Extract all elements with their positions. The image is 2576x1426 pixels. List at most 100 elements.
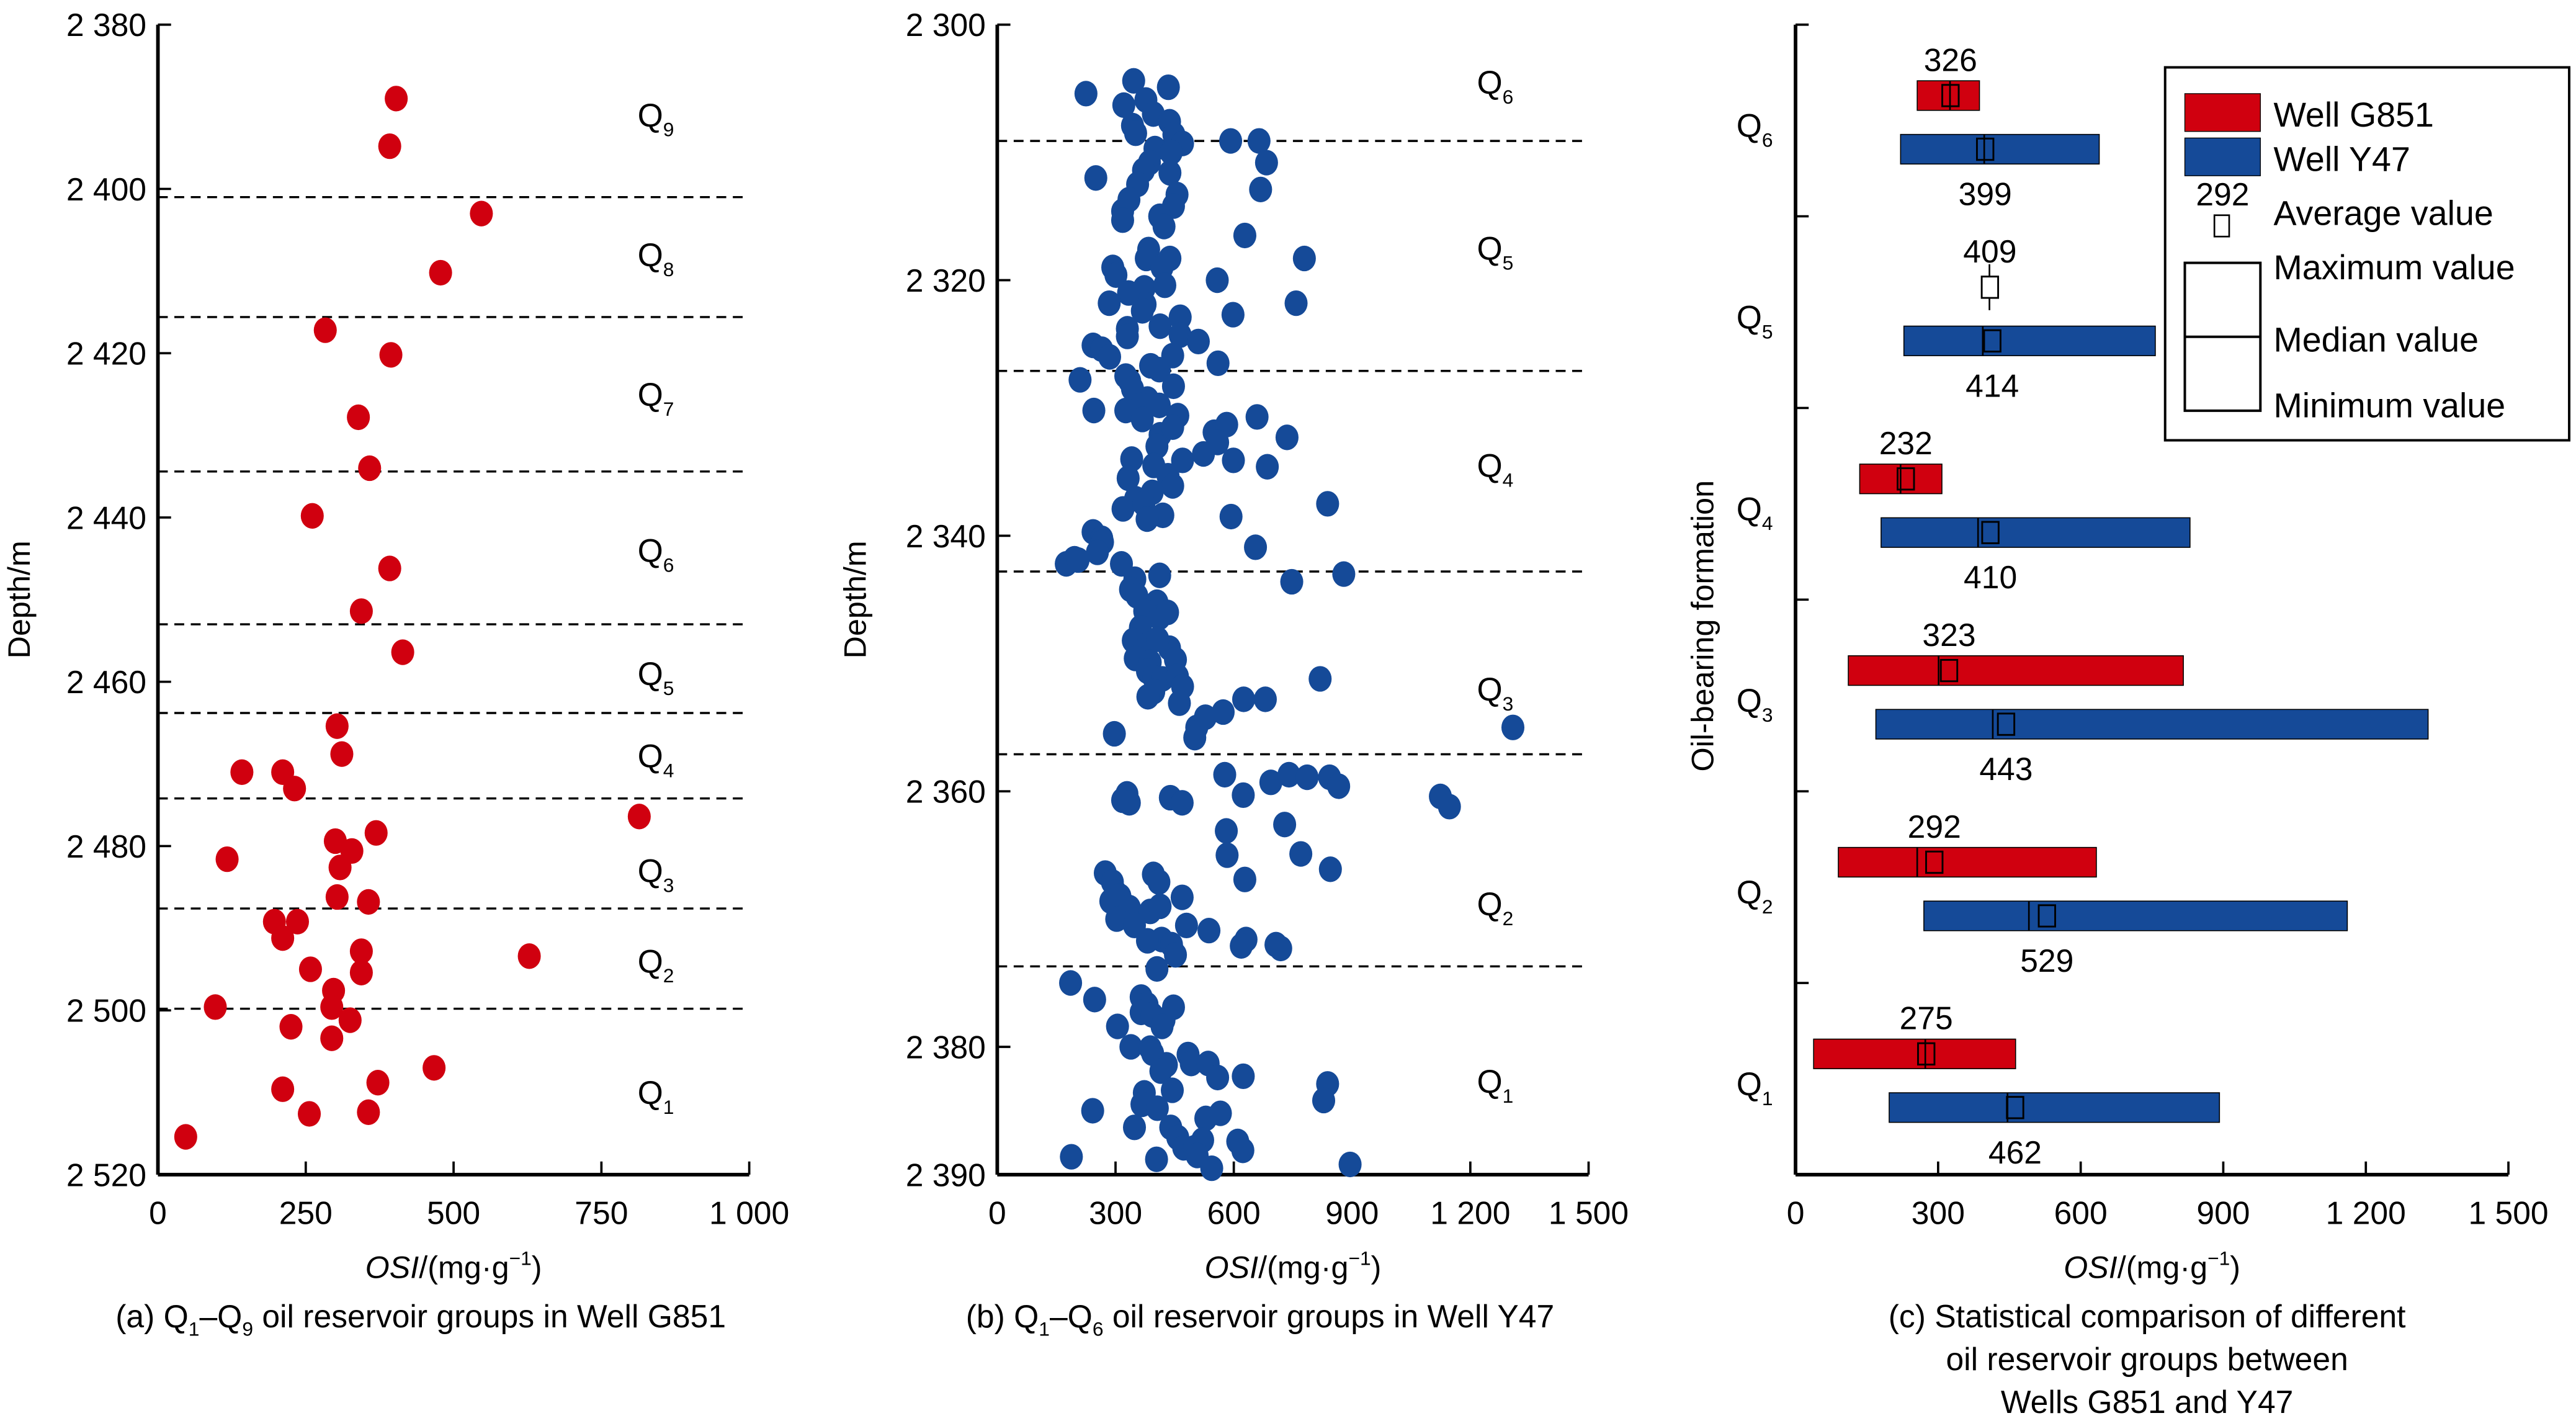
range-bar (1900, 133, 2100, 165)
data-point (1232, 782, 1255, 809)
x-tick-label: 900 (1325, 1195, 1379, 1231)
data-point (320, 994, 344, 1020)
data-point (325, 884, 349, 910)
data-point (1160, 1077, 1184, 1103)
range-bar (1875, 709, 2429, 740)
data-point (1215, 842, 1239, 868)
y-tick-label: 2 520 (66, 1157, 146, 1193)
average-marker (1981, 521, 2000, 544)
category-label: Q4 (1737, 491, 1773, 534)
data-point (1074, 81, 1098, 107)
data-point (1098, 290, 1121, 316)
legend-label-minimum: Minimum value (2273, 386, 2505, 424)
data-point (1068, 367, 1092, 393)
zone-label-sub: 1 (663, 1096, 674, 1118)
zone-label-q: Q (1477, 886, 1502, 923)
category-label-sub: 3 (1762, 704, 1773, 726)
data-point (1116, 323, 1139, 349)
category-label-q: Q (1737, 874, 1762, 911)
range-bar (1923, 900, 2348, 931)
data-point (1231, 1137, 1254, 1164)
x-axis-title-unit: /(mg·g (2118, 1250, 2207, 1285)
y-tick-label: 2 460 (66, 664, 146, 700)
data-point (1136, 684, 1160, 710)
data-point (1197, 917, 1221, 944)
legend-average-marker (2213, 214, 2230, 238)
category-label-sub: 6 (1762, 129, 1773, 151)
data-point (1161, 414, 1184, 440)
y-axis-title: Depth/m (1, 540, 37, 658)
data-point (1438, 794, 1461, 820)
x-axis-title: OSI/(mg·g−1) (1204, 1247, 1381, 1285)
data-point (1156, 74, 1180, 101)
data-point (320, 1025, 344, 1051)
data-point (423, 1055, 446, 1081)
data-point (1149, 1058, 1173, 1084)
data-point (1111, 496, 1135, 522)
caption-sub: 1 (189, 1317, 200, 1340)
y-tick-label: 2 440 (66, 500, 146, 536)
data-point (1292, 245, 1316, 272)
data-point (364, 820, 388, 846)
data-point (1164, 942, 1187, 968)
data-point (1098, 344, 1122, 370)
x-axis-title-close: ) (1371, 1250, 1382, 1285)
range-bar (1889, 1092, 2220, 1123)
x-axis-title-var: OSI (2064, 1250, 2118, 1285)
range-bar (1838, 846, 2097, 878)
average-value-label: 462 (1988, 1134, 2042, 1170)
data-point (1111, 207, 1134, 233)
data-point (1206, 350, 1230, 377)
zone-label-sub: 5 (663, 677, 674, 699)
data-point (1168, 304, 1192, 330)
data-point (358, 455, 382, 482)
data-point (1200, 1155, 1223, 1182)
average-marker (2037, 904, 2056, 928)
zone-label-sub: 6 (663, 554, 674, 576)
legend-example-value: 292 (2196, 176, 2249, 212)
data-point (1135, 928, 1160, 954)
data-point (1135, 506, 1159, 532)
data-point (1211, 699, 1235, 725)
x-tick-label: 900 (2196, 1195, 2250, 1231)
data-point (1124, 120, 1147, 146)
data-point (271, 1076, 295, 1102)
legend-label-y47: Well Y47 (2273, 140, 2410, 178)
data-point (627, 804, 651, 830)
zone-label-q: Q (638, 853, 663, 890)
data-point (1332, 561, 1356, 587)
x-axis-title: OSI/(mg·g−1) (2064, 1247, 2240, 1285)
average-marker (2006, 1096, 2024, 1119)
data-point (1148, 562, 1171, 588)
data-point (1148, 313, 1172, 339)
category-label-q: Q (1737, 491, 1762, 527)
data-point (283, 776, 306, 802)
x-axis-title-sup: −1 (1348, 1247, 1371, 1270)
zone-label-q: Q (638, 377, 663, 413)
legend: Well G851 Well Y47 292 Average value Maximum… (2163, 66, 2571, 442)
x-tick-label: 1 200 (2326, 1195, 2406, 1231)
caption-part: (a) Q (115, 1298, 189, 1334)
data-point (1148, 392, 1171, 418)
data-point (313, 317, 337, 343)
data-point (1316, 491, 1339, 517)
zone-label: Q4 (638, 738, 674, 781)
data-point (357, 1099, 380, 1125)
legend-label-maximum: Maximum value (2273, 248, 2515, 287)
zone-label: Q2 (638, 943, 674, 987)
data-point (1160, 139, 1183, 166)
average-value-label: 323 (1922, 617, 1975, 653)
average-value-label: 529 (2020, 943, 2073, 979)
average-value-label: 414 (1966, 367, 2019, 403)
y-tick-label: 2 340 (906, 518, 986, 554)
data-point (517, 943, 541, 969)
zone-label-sub: 3 (663, 874, 674, 897)
data-point (1130, 406, 1154, 433)
y-tick-label: 2 420 (66, 336, 146, 372)
data-point (279, 1014, 303, 1040)
zone-label-q: Q (1477, 65, 1502, 101)
zone-label: Q5 (1477, 231, 1513, 274)
category-label: Q3 (1737, 683, 1773, 726)
data-point (1145, 1146, 1168, 1172)
caption-part: oil reservoir groups in Well Y47 (1104, 1298, 1555, 1334)
